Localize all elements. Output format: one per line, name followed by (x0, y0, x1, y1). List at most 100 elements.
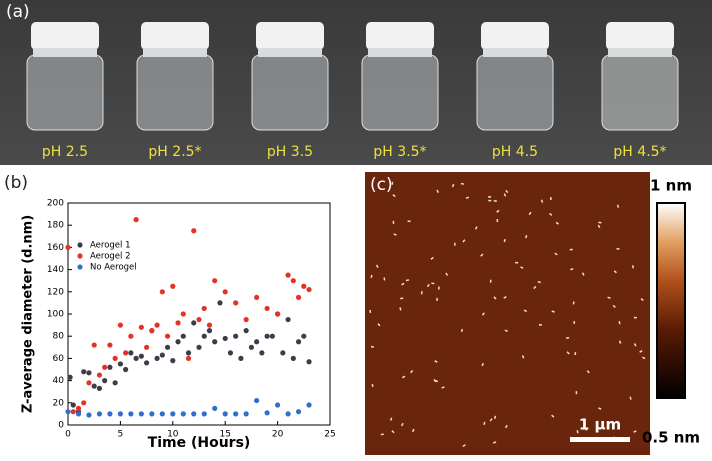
point (280, 350, 285, 355)
y-axis-label: Z-average diameter (d.nm) (21, 215, 36, 413)
afm-feature (371, 275, 372, 278)
point (233, 411, 238, 416)
point (191, 228, 196, 233)
plot-frame (68, 203, 330, 425)
x-tick-label: 0 (65, 430, 71, 440)
point (275, 311, 280, 316)
y-tick-label: 20 (53, 398, 65, 408)
point (113, 380, 118, 385)
point (118, 323, 123, 328)
point (139, 354, 144, 359)
point (149, 411, 154, 416)
point (265, 334, 270, 339)
point (186, 356, 191, 361)
point (81, 369, 86, 374)
x-tick-label: 25 (324, 430, 335, 440)
afm-feature (371, 346, 374, 347)
afm-feature (526, 235, 527, 238)
y-tick-label: 200 (47, 199, 64, 209)
point (296, 295, 301, 300)
vial-neck (608, 48, 672, 57)
point (97, 386, 102, 391)
afm-feature (462, 329, 463, 332)
panel-label: (c) (370, 175, 393, 195)
point (212, 278, 217, 283)
x-axis-label: Time (Hours) (148, 435, 251, 451)
point (160, 289, 165, 294)
point (128, 411, 133, 416)
point (81, 400, 86, 405)
afm-feature (413, 429, 414, 432)
colorbar (657, 203, 685, 398)
point (191, 320, 196, 325)
colorbar-max: 1 nm (650, 177, 692, 195)
point (212, 339, 217, 344)
point (170, 358, 175, 363)
legend-marker (77, 264, 82, 269)
point (92, 384, 97, 389)
point (223, 336, 228, 341)
point (118, 411, 123, 416)
vial-body (477, 55, 553, 130)
vial-body (27, 55, 103, 130)
legend-marker (77, 253, 82, 258)
point (181, 311, 186, 316)
point (233, 334, 238, 339)
afm-feature (453, 184, 454, 187)
point (244, 317, 249, 322)
point (113, 356, 118, 361)
point (217, 300, 222, 305)
panel-label: (a) (6, 2, 30, 22)
point (212, 406, 217, 411)
point (202, 306, 207, 311)
point (86, 412, 91, 417)
point (265, 306, 270, 311)
point (223, 411, 228, 416)
legend-label: Aerogel 2 (90, 252, 131, 262)
afm-feature (633, 265, 634, 268)
afm-feature (552, 311, 555, 312)
point (149, 328, 154, 333)
colorbar-min: 0.5 nm (642, 429, 700, 447)
point (175, 320, 180, 325)
vial-label: pH 4.5 (492, 144, 538, 160)
afm-feature (400, 307, 401, 310)
point (306, 402, 311, 407)
point (291, 356, 296, 361)
point (296, 409, 301, 414)
vial-label: pH 4.5* (613, 144, 666, 160)
point (202, 334, 207, 339)
point (154, 323, 159, 328)
vial-label: pH 3.5* (373, 144, 426, 160)
y-tick-label: 100 (47, 310, 64, 320)
point (244, 411, 249, 416)
point (238, 356, 243, 361)
point (181, 411, 186, 416)
point (285, 411, 290, 416)
point (86, 370, 91, 375)
legend-marker (77, 242, 82, 247)
afm-feature (523, 355, 524, 358)
afm-feature (630, 397, 631, 400)
scale-bar-label: 1 µm (579, 416, 621, 434)
point (71, 402, 76, 407)
vial-cap (31, 22, 99, 50)
afm-feature (620, 341, 621, 344)
vial-cap (366, 22, 434, 50)
y-tick-label: 180 (47, 221, 64, 231)
panel-label: (b) (4, 173, 28, 193)
legend-label: No Aerogel (90, 263, 137, 273)
point (285, 273, 290, 278)
y-tick-label: 120 (47, 287, 64, 297)
point (118, 361, 123, 366)
point (233, 300, 238, 305)
point (223, 289, 228, 294)
point (244, 328, 249, 333)
point (165, 345, 170, 350)
y-tick-label: 0 (58, 421, 64, 431)
point (254, 398, 259, 403)
point (196, 345, 201, 350)
afm-feature (391, 418, 392, 421)
point (107, 411, 112, 416)
